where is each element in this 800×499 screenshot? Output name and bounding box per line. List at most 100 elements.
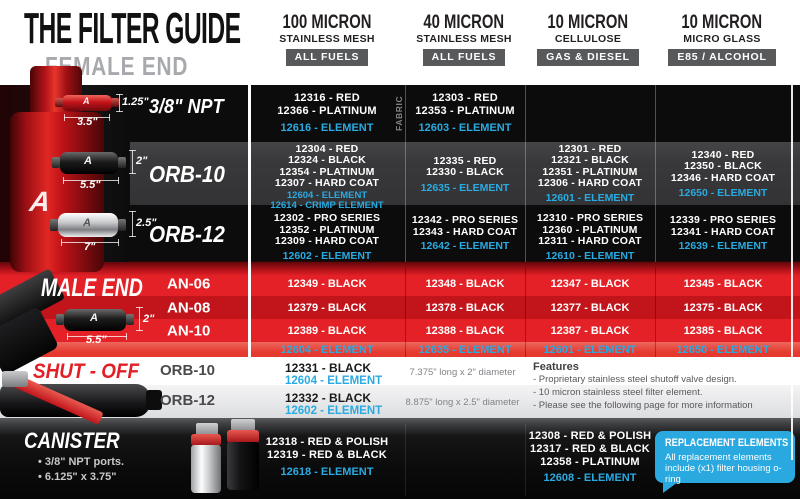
part-number: 12360 - PLATINUM xyxy=(542,223,638,236)
part-number: 12317 - RED & BLACK xyxy=(530,443,650,455)
fuel-type-badge: GAS & DIESEL xyxy=(537,49,639,66)
filter-end-fitting xyxy=(111,98,119,107)
part-number: 12324 - BLACK xyxy=(288,154,366,167)
row-label: 3/8" NPT xyxy=(149,96,224,118)
dimension-line xyxy=(61,239,119,246)
cell-orb12-40micron: 12342 - PRO SERIES 12343 - HARD COAT 1264… xyxy=(406,205,524,252)
inline-filter-thumbnail-black xyxy=(60,152,118,174)
diameter-dimension-label: 2" xyxy=(136,155,148,167)
element-part-number: 12642 - ELEMENT xyxy=(420,240,510,252)
features-title: Features xyxy=(533,361,579,373)
column-title: 40 MICRON xyxy=(423,12,505,33)
canister-photo-polish xyxy=(191,445,221,493)
dimension-line xyxy=(136,307,143,331)
part-number: 12353 - PLATINUM xyxy=(415,105,515,117)
dimension-line xyxy=(129,150,136,174)
part-number: 12339 - PRO SERIES xyxy=(669,214,777,226)
part-number: 12358 - PLATINUM xyxy=(540,456,640,468)
part-number: 12330 - BLACK xyxy=(426,166,504,179)
feature-item: - Please see the following page for more… xyxy=(533,399,753,411)
cell-orb12-100micron: 12302 - PRO SERIES 12352 - PLATINUM 12309 … xyxy=(252,205,402,262)
canister-spec-bullet: • 6.125" x 3.75" xyxy=(38,471,117,483)
page-title: THE FILTER GUIDE xyxy=(24,4,241,53)
element-part-number: 12635 - ELEMENT xyxy=(418,343,512,356)
filter-end-fitting xyxy=(118,157,126,168)
part-number: 12335 - RED xyxy=(433,155,497,167)
dimension-line xyxy=(64,114,110,121)
length-dimension-label: 3.5" xyxy=(77,116,98,128)
part-number: 12309 - HARD COAT xyxy=(274,235,380,247)
part-number: 12378 - BLACK xyxy=(425,301,505,314)
dimension-line xyxy=(129,211,136,237)
column-divider xyxy=(525,424,526,496)
column-divider xyxy=(405,85,406,262)
filter-end-fitting xyxy=(52,157,60,168)
column-header-10-micron-micro-glass: 10 MICRON MICRO GLASS E85 / ALCOHOL xyxy=(652,13,792,66)
canister-bracket-photo xyxy=(196,423,218,435)
part-number: 12349 - BLACK xyxy=(287,278,367,290)
part-number: 12341 - HARD COAT xyxy=(670,225,776,238)
aeromotive-logo-icon: A xyxy=(84,155,92,167)
length-dimension-label: 7" xyxy=(84,241,96,253)
element-part-number: 12602 - ELEMENT xyxy=(282,249,372,262)
row-label: ORB-12 xyxy=(149,221,225,247)
size-note: 7.375" long x 2" diameter xyxy=(409,367,516,378)
row-3-8-npt: A 1.25" 3.5" 3/8" NPT FABRIC 12316 - RED… xyxy=(0,85,800,142)
part-number: 12352 - PLATINUM xyxy=(279,223,375,236)
fuel-type-badge: ALL FUELS xyxy=(285,49,369,66)
filter-end-fitting xyxy=(56,314,64,325)
column-header-40-micron: 40 MICRON STAINLESS MESH ALL FUELS xyxy=(402,13,526,66)
part-number: 12342 - PRO SERIES xyxy=(411,214,519,226)
column-divider xyxy=(525,267,526,357)
part-number: 12351 - PLATINUM xyxy=(542,165,638,178)
diameter-dimension-label: 2" xyxy=(143,313,155,325)
element-part-number: 12635 - ELEMENT xyxy=(420,181,510,194)
part-number: 12350 - BLACK xyxy=(684,160,762,173)
callout-body: All replacement elements include (x1) fi… xyxy=(665,452,782,485)
cell-npt-100micron: 12316 - RED 12366 - PLATINUM 12616 - ELEM… xyxy=(252,85,402,134)
filter-end-fitting xyxy=(118,219,126,231)
row-label: AN-06 xyxy=(167,275,211,293)
column-title: 10 MICRON xyxy=(547,12,629,33)
diameter-dimension-label: 1.25" xyxy=(122,96,149,108)
row-label: AN-10 xyxy=(167,322,211,339)
dimension-line xyxy=(67,333,127,340)
part-number: 12304 - RED xyxy=(295,143,359,155)
column-divider xyxy=(655,85,656,262)
replacement-elements-callout: REPLACEMENT ELEMENTS All replacement ele… xyxy=(655,431,795,493)
part-number: 12319 - RED & BLACK xyxy=(267,449,387,461)
part-number: 12377 - BLACK xyxy=(550,301,630,314)
column-divider xyxy=(655,267,656,357)
part-number: 12316 - RED xyxy=(294,92,360,104)
element-part-number: 12650 - ELEMENT xyxy=(676,343,770,356)
column-subtitle: CELLULOSE xyxy=(554,33,622,45)
element-part-number: 12616 - ELEMENT xyxy=(280,122,374,134)
right-edge-guide-line xyxy=(791,85,793,460)
inline-filter-thumbnail-black xyxy=(64,309,126,331)
male-end-section: MALE END AN-06 12349 - BLACK 12348 - BLAC… xyxy=(0,262,800,376)
element-part-number: 12601 - ELEMENT xyxy=(543,343,637,356)
part-number: 12308 - RED & POLISH xyxy=(528,430,652,442)
cell-orb10-10micron-micro-glass: 12340 - RED 12350 - BLACK 12346 - HARD COA… xyxy=(656,142,790,198)
part-number: 12379 - BLACK xyxy=(287,301,367,314)
element-part-number: 12610 - ELEMENT xyxy=(545,249,635,262)
cell-orb10-10micron-cellulose: 12301 - RED 12321 - BLACK 12351 - PLATINUM… xyxy=(526,142,654,203)
part-number: 12343 - HARD COAT xyxy=(412,225,518,238)
canister-spec-bullet: • 3/8" NPT ports. xyxy=(38,456,125,468)
row-label: ORB-10 xyxy=(149,161,225,187)
row-label: AN-08 xyxy=(167,299,211,316)
element-part-number: 12614 - CRIMP ELEMENT xyxy=(270,200,384,212)
cell-canister-100micron: 12318 - RED & POLISH 12319 - RED & BLACK … xyxy=(252,418,402,478)
row-label: ORB-12 xyxy=(160,392,216,409)
row-an-10: AN-10 12389 - BLACK 12388 - BLACK 12387 - … xyxy=(0,319,800,342)
row-male-elements: 12604 - ELEMENT 12635 - ELEMENT 12601 - EL… xyxy=(0,342,800,357)
cell-npt-40micron: 12303 - RED 12353 - PLATINUM 12603 - ELEM… xyxy=(406,85,524,134)
element-part-number: 12604 - ELEMENT xyxy=(286,190,368,202)
cell-canister-10micron-cellulose: 12308 - RED & POLISH 12317 - RED & BLACK 1… xyxy=(526,418,654,484)
part-number: 12385 - BLACK xyxy=(683,324,763,337)
element-part-number: 12618 - ELEMENT xyxy=(280,466,374,478)
element-part-number: 12602 - ELEMENT xyxy=(285,405,383,417)
part-number: 12387 - BLACK xyxy=(550,324,630,337)
aeromotive-logo-icon: A xyxy=(83,217,91,229)
